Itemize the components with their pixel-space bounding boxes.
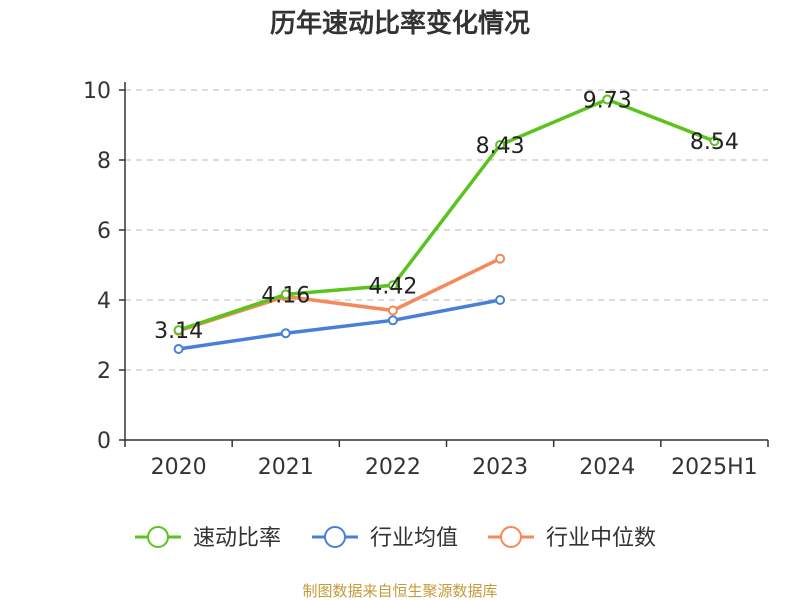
- x-tick-label: 2024: [579, 455, 635, 480]
- y-tick-label: 0: [97, 429, 111, 454]
- y-tick-label: 8: [97, 149, 111, 174]
- legend: 速动比率 行业均值 行业中位数: [135, 526, 656, 551]
- data-label: 8.54: [690, 130, 739, 155]
- data-point: [173, 325, 184, 336]
- x-tick-label: 2020: [151, 455, 207, 480]
- series-line: [178, 298, 501, 351]
- data-point: [387, 280, 398, 291]
- legend-marker: [500, 526, 522, 548]
- data-label: 4.42: [368, 274, 417, 299]
- y-tick-label: 4: [97, 289, 111, 314]
- data-point: [495, 295, 506, 305]
- data-point: [387, 305, 398, 316]
- data-point: [387, 315, 398, 326]
- x-tick-label: 2025H1: [671, 455, 758, 480]
- data-label: 4.16: [261, 283, 310, 308]
- data-point: [280, 289, 291, 300]
- data-point: [173, 344, 184, 354]
- y-tick-label: 6: [97, 219, 111, 244]
- data-point: [280, 328, 291, 339]
- x-tick-label: 2021: [258, 455, 314, 480]
- chart-title: 历年速动比率变化情况: [270, 8, 530, 39]
- legend-label: 速动比率: [193, 526, 281, 551]
- axes: 0 2 4 6 8 10 2020 2021 2022 2023 2024 2025H1: [83, 79, 769, 480]
- data-point: [602, 94, 613, 105]
- data-labels: 3.14 4.16 4.42 8.43 9.73 8.54: [154, 88, 739, 344]
- data-point: [495, 139, 506, 150]
- series-line: [178, 257, 501, 333]
- x-tick-label: 2023: [472, 455, 528, 480]
- legend-label: 行业中位数: [546, 526, 656, 551]
- data-label: 8.43: [476, 134, 525, 159]
- legend-label: 行业均值: [370, 526, 458, 551]
- x-tick-label: 2022: [365, 455, 421, 480]
- legend-marker: [324, 526, 346, 548]
- y-tick-label: 10: [83, 79, 111, 104]
- data-label: 9.73: [583, 88, 632, 113]
- legend-marker: [147, 526, 169, 548]
- source-note: 制图数据来自恒生聚源数据库: [302, 582, 497, 600]
- data-point: [709, 136, 720, 147]
- data-point: [495, 253, 506, 264]
- series-line: [178, 97, 716, 332]
- data-label: 3.14: [154, 319, 203, 344]
- y-tick-label: 2: [97, 359, 111, 384]
- series-layer: [173, 94, 720, 354]
- grid-lines: [125, 89, 768, 371]
